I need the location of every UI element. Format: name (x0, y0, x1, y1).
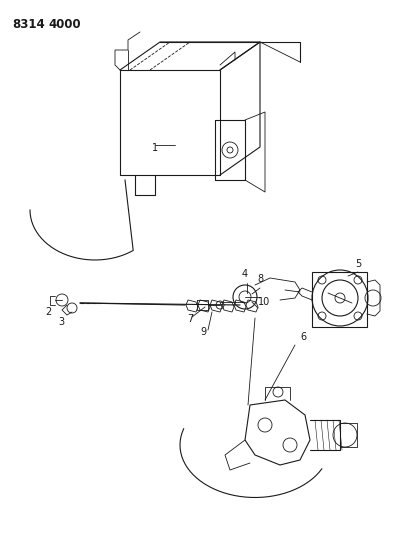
Bar (312, 272, 367, 327)
Text: 4000: 4000 (48, 18, 81, 31)
Text: 4: 4 (242, 269, 248, 279)
Text: 1: 1 (152, 143, 158, 153)
Text: 9: 9 (200, 327, 206, 337)
Text: 6: 6 (300, 332, 306, 342)
Text: 8: 8 (257, 274, 263, 284)
Text: 10: 10 (258, 297, 270, 307)
Text: 7: 7 (187, 314, 193, 324)
Text: 8314: 8314 (12, 18, 45, 31)
Text: 5: 5 (355, 259, 361, 269)
Text: 2: 2 (45, 307, 51, 317)
Text: 3: 3 (58, 317, 64, 327)
